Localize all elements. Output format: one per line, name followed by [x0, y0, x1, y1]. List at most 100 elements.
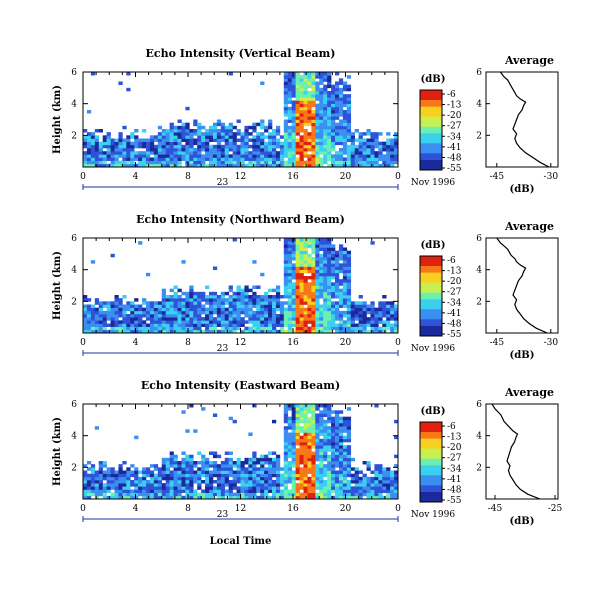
heatmap-cell	[216, 148, 222, 152]
heatmap-cell	[146, 307, 151, 312]
heatmap-cell	[193, 304, 198, 308]
heatmap-cell	[157, 483, 163, 487]
heatmap-cell	[98, 163, 103, 168]
heatmap-cell	[299, 257, 304, 261]
heatmap-cell	[216, 483, 222, 487]
heatmap-cell	[161, 492, 166, 497]
heatmap-cell	[335, 269, 340, 274]
heatmap-cell	[134, 138, 139, 142]
heatmap-cell	[382, 295, 387, 299]
heatmap-cell	[146, 495, 151, 500]
heatmap-cell	[212, 144, 218, 149]
heatmap-cell	[197, 310, 202, 315]
heatmap-cell	[146, 329, 151, 334]
heatmap-cell	[291, 416, 296, 421]
heatmap-cell	[268, 301, 273, 305]
heatmap-cell	[319, 132, 324, 136]
heatmap-cell	[370, 476, 375, 481]
heatmap-cell	[142, 154, 147, 158]
heatmap-cell	[335, 122, 340, 127]
heatmap-cell	[315, 445, 320, 449]
heatmap-cell	[331, 144, 336, 149]
heatmap-cell	[98, 157, 103, 161]
heatmap-cell	[236, 492, 241, 497]
heatmap-cell	[323, 103, 328, 108]
y-tick-label: 2	[71, 297, 77, 307]
heatmap-cell	[138, 157, 143, 161]
heatmap-cell	[165, 163, 170, 168]
heatmap-cell	[224, 129, 229, 133]
heatmap-cell	[149, 483, 155, 487]
heatmap-cell	[378, 148, 383, 152]
heatmap-cell	[177, 329, 182, 334]
heatmap-cell	[303, 467, 308, 471]
heatmap-cell	[244, 298, 249, 302]
heatmap-cell	[205, 151, 210, 155]
heatmap-cell	[102, 314, 107, 318]
heatmap-cell	[205, 157, 210, 161]
colorbar-cell	[420, 468, 442, 473]
heatmap-cell	[189, 489, 194, 493]
heatmap-cell	[323, 314, 328, 318]
heatmap-cell	[268, 154, 273, 158]
heatmap-cell	[327, 129, 332, 133]
heatmap-cell	[201, 470, 206, 474]
heatmap-cell	[220, 464, 226, 468]
heatmap-cell	[146, 141, 151, 146]
heatmap-cell	[295, 410, 300, 414]
heatmap-cell	[299, 163, 304, 168]
colorbar-tick-label: -34	[447, 132, 462, 142]
heatmap-cell	[236, 310, 241, 315]
heatmap-cell	[291, 269, 296, 274]
heatmap-cell	[252, 148, 257, 152]
date-month: Nov 1996	[411, 178, 455, 188]
heatmap-cell	[283, 461, 289, 465]
y-tick-label: 4	[71, 266, 77, 276]
heatmap-cell	[299, 416, 304, 421]
heatmap-cell	[86, 326, 92, 331]
heatmap-cell	[295, 110, 300, 114]
heatmap-cell	[279, 317, 285, 321]
heatmap-cell	[142, 307, 147, 312]
heatmap-cell	[331, 301, 336, 305]
heatmap-cell	[232, 310, 237, 315]
heatmap-cell	[86, 467, 92, 471]
heatmap-cell	[275, 454, 281, 459]
heatmap-cell	[315, 323, 320, 327]
heatmap-cell	[279, 141, 285, 146]
heatmap-cell	[366, 489, 371, 493]
heatmap-cell	[268, 148, 273, 152]
heatmap-cell	[264, 320, 269, 324]
heatmap-cell	[319, 304, 324, 308]
heatmap-cell	[366, 132, 371, 136]
heatmap-cell	[248, 288, 253, 293]
heatmap-cell	[268, 304, 273, 308]
heatmap-cell	[161, 138, 166, 142]
heatmap-cell	[165, 323, 170, 327]
heatmap-cell	[350, 135, 355, 139]
heatmap-cell	[354, 489, 359, 493]
heatmap-cell	[189, 304, 194, 308]
heatmap-cell	[240, 486, 245, 490]
heatmap-cell	[311, 307, 316, 312]
heatmap-cell	[287, 94, 292, 98]
heatmap-cell	[256, 163, 261, 168]
heatmap-cell	[94, 129, 100, 133]
heatmap-cell	[342, 266, 348, 270]
heatmap-cell	[98, 489, 103, 493]
heatmap-cell	[118, 329, 123, 334]
heatmap-cell	[394, 480, 399, 484]
heatmap-cell	[291, 429, 296, 433]
heatmap-cell	[319, 467, 324, 471]
heatmap-cell	[224, 148, 229, 152]
heatmap-cell	[149, 323, 155, 327]
heatmap-cell	[327, 279, 332, 283]
heatmap-cell	[264, 160, 269, 165]
heatmap-cell	[335, 100, 340, 104]
heatmap-cell	[98, 480, 103, 484]
heatmap-cell	[331, 247, 336, 251]
heatmap-cell	[327, 480, 332, 484]
heatmap-cell	[283, 113, 289, 117]
heatmap-cell	[327, 103, 332, 108]
